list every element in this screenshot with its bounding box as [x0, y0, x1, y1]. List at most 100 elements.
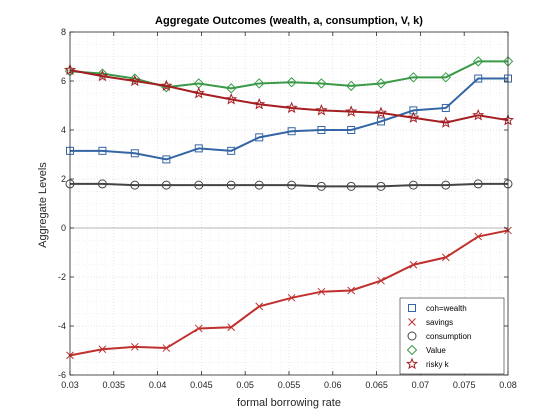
series-line-value — [69, 60, 508, 90]
data-point-savings — [130, 342, 139, 351]
data-point-consumption — [97, 179, 107, 189]
data-point-risky-k — [472, 108, 485, 121]
data-point-savings — [441, 253, 450, 262]
data-point-savings — [474, 232, 483, 241]
series-line-risky-k — [69, 68, 509, 124]
data-point-savings — [347, 286, 356, 295]
data-point-savings — [162, 344, 171, 352]
legend-label: consumption — [426, 332, 471, 341]
data-point-coh-wealth — [347, 126, 356, 134]
data-point-consumption — [441, 180, 451, 190]
data-point-consumption — [376, 181, 386, 191]
x-tick-label: 0.06 — [324, 380, 342, 390]
data-point-risky-k — [160, 79, 173, 92]
data-point-savings — [377, 276, 385, 285]
y-tick-label: 8 — [61, 27, 66, 37]
data-point-consumption — [130, 180, 140, 190]
y-tick-label: -4 — [58, 321, 66, 331]
data-point-value — [254, 78, 265, 89]
data-point-consumption — [316, 181, 326, 191]
legend-marker — [408, 304, 416, 312]
data-point-risky-k — [192, 86, 205, 99]
data-point-risky-k — [439, 116, 452, 128]
data-point-value — [440, 72, 452, 83]
data-point-consumption — [287, 180, 297, 190]
data-point-value — [286, 77, 297, 88]
data-point-risky-k — [315, 104, 328, 116]
legend-marker — [406, 344, 418, 356]
data-point-coh-wealth — [98, 146, 107, 155]
data-point-savings — [194, 324, 203, 333]
data-point-coh-wealth — [162, 155, 171, 164]
data-point-savings — [98, 345, 107, 354]
legend-label: savings — [426, 318, 453, 327]
data-point-consumption — [254, 180, 264, 190]
x-tick-label: 0.08 — [499, 380, 517, 390]
data-point-risky-k — [96, 69, 109, 82]
data-point-consumption — [226, 180, 236, 190]
y-tick-label: 4 — [61, 125, 66, 135]
data-point-risky-k — [253, 97, 266, 110]
legend-marker — [405, 357, 419, 370]
data-point-consumption — [408, 180, 418, 190]
legend-label: risky k — [426, 360, 450, 369]
x-tick-label: 0.035 — [103, 380, 126, 390]
series-line-consumption — [70, 182, 508, 188]
y-tick-label: 2 — [61, 174, 66, 184]
y-tick-label: -6 — [58, 370, 66, 380]
data-point-coh-wealth — [194, 144, 203, 153]
data-point-consumption — [161, 180, 171, 190]
data-point-consumption — [473, 179, 483, 189]
series-risky-k — [63, 63, 515, 128]
data-point-risky-k — [285, 101, 298, 114]
legend-label: coh=wealth — [426, 304, 467, 313]
x-tick-label: 0.04 — [149, 380, 167, 390]
x-tick-label: 0.07 — [412, 380, 430, 390]
data-point-value — [225, 83, 237, 94]
data-point-risky-k — [128, 74, 141, 87]
y-tick-label: -2 — [58, 272, 66, 282]
data-point-savings — [227, 323, 236, 332]
x-tick-label: 0.055 — [278, 380, 301, 390]
data-point-risky-k — [345, 105, 358, 117]
data-point-risky-k — [407, 111, 420, 123]
data-point-coh-wealth — [317, 126, 326, 134]
x-tick-label: 0.03 — [61, 380, 79, 390]
data-point-consumption — [346, 181, 356, 191]
legend-label: Value — [426, 346, 446, 355]
data-point-savings — [409, 260, 418, 269]
y-tick-label: 6 — [61, 76, 66, 86]
x-tick-label: 0.075 — [453, 380, 476, 390]
legend-marker — [408, 318, 416, 326]
data-point-value — [316, 78, 327, 89]
x-tick-label: 0.045 — [190, 380, 213, 390]
data-point-coh-wealth — [441, 103, 450, 112]
tick-labels: 0.03 0.035 0.04 0.045 0.05 0.055 0.06 0.065 0.07… — [58, 27, 517, 390]
x-tick-label: 0.05 — [236, 380, 254, 390]
data-point-coh-wealth — [255, 133, 264, 142]
data-point-consumption — [194, 180, 204, 190]
data-point-coh-wealth — [376, 117, 385, 126]
chart-title: Aggregate Outcomes (wealth, a, consumpti… — [155, 15, 423, 27]
data-point-risky-k — [225, 93, 238, 105]
data-point-coh-wealth — [130, 149, 139, 158]
data-point-value — [375, 78, 387, 89]
y-axis-label: Aggregate Levels — [37, 162, 49, 248]
data-point-savings — [287, 293, 296, 302]
legend-marker — [407, 331, 417, 341]
x-tick-label: 0.065 — [365, 380, 388, 390]
data-point-value — [473, 56, 484, 67]
x-axis-label: formal borrowing rate — [237, 397, 341, 409]
y-tick-label: 0 — [61, 223, 66, 233]
legend: coh=wealth savings consumption Value risky k — [399, 297, 505, 375]
series-line-coh-wealth — [70, 77, 508, 161]
data-point-savings — [255, 302, 264, 311]
legend-box — [399, 297, 505, 375]
data-point-coh-wealth — [474, 74, 483, 83]
series-coh-wealth — [66, 74, 512, 164]
data-point-risky-k — [374, 106, 388, 118]
data-point-coh-wealth — [287, 127, 296, 136]
data-point-coh-wealth — [227, 146, 236, 155]
data-point-value — [408, 72, 419, 83]
